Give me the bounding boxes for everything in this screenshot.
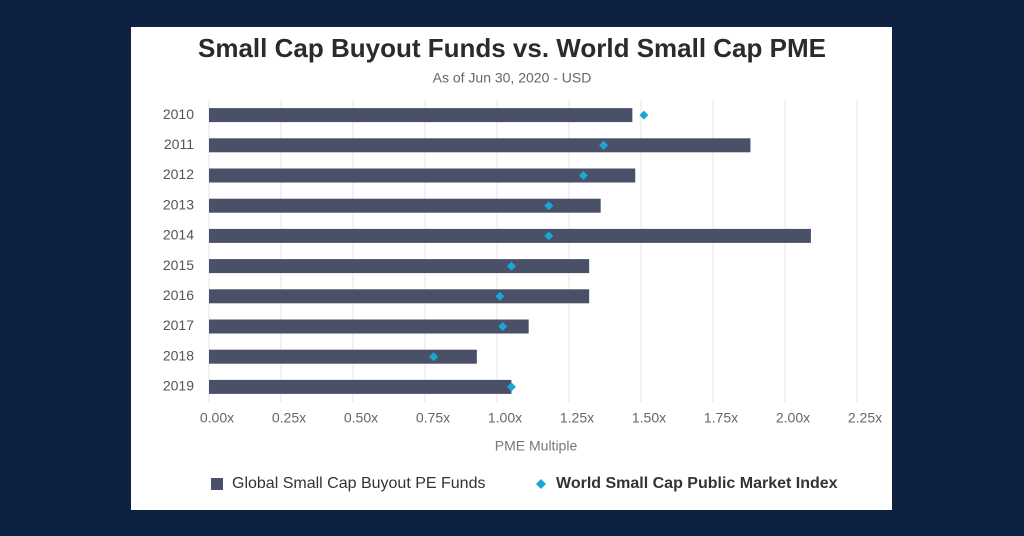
bar	[209, 349, 477, 364]
marker	[599, 140, 609, 150]
marker	[498, 322, 508, 331]
bar	[209, 228, 811, 243]
legend-label: Global Small Cap Buyout PE Funds	[232, 475, 485, 492]
y-tick-label: 2012	[163, 166, 194, 182]
bar	[209, 319, 529, 334]
bar	[209, 289, 590, 304]
bar	[209, 259, 590, 274]
x-tick-label: 2.00x	[776, 410, 810, 426]
y-tick-label: 2013	[163, 196, 194, 212]
bar	[209, 198, 601, 213]
x-tick-label: 1.25x	[560, 410, 594, 426]
bar	[209, 138, 751, 153]
x-tick-label: 0.50x	[344, 410, 378, 426]
marker	[544, 231, 554, 241]
chart-title: Small Cap Buyout Funds vs. World Small C…	[198, 33, 826, 63]
x-tick-label: 2.25x	[848, 410, 882, 426]
x-axis-label: PME Multiple	[495, 438, 578, 454]
y-tick-label: 2018	[163, 347, 194, 363]
y-tick-label: 2010	[163, 106, 194, 122]
y-tick-label: 2015	[163, 257, 194, 273]
x-tick-label: 0.25x	[272, 410, 306, 426]
marker	[578, 171, 588, 180]
x-tick-label: 1.50x	[632, 410, 666, 426]
marker	[544, 201, 554, 211]
marker	[429, 352, 439, 362]
legend-swatch	[536, 479, 546, 489]
x-tick-label: 1.00x	[488, 410, 522, 426]
y-tick-label: 2014	[163, 227, 194, 243]
x-tick-label: 0.75x	[416, 410, 450, 426]
chart-subtitle: As of Jun 30, 2020 - USD	[433, 70, 592, 86]
marker	[639, 110, 649, 120]
y-tick-label: 2016	[163, 287, 194, 303]
y-tick-label: 2019	[163, 378, 194, 394]
marker	[506, 261, 516, 271]
marker	[495, 291, 505, 301]
x-tick-label: 1.75x	[704, 410, 738, 426]
x-tick-label: 0.00x	[200, 410, 234, 426]
bar	[209, 168, 636, 183]
legend-swatch	[211, 478, 223, 490]
bar	[209, 379, 512, 394]
y-tick-label: 2011	[164, 136, 194, 152]
marker	[506, 382, 516, 392]
legend-label: World Small Cap Public Market Index	[556, 475, 838, 492]
y-tick-label: 2017	[163, 317, 194, 333]
bar	[209, 108, 633, 123]
